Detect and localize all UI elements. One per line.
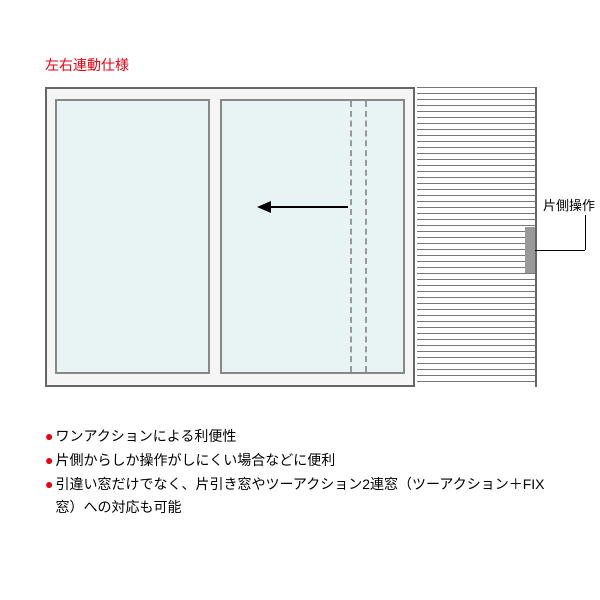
diagram-title: 左右連動仕様 <box>45 55 555 75</box>
guide-line-dashed <box>365 101 367 372</box>
feature-list: ● ワンアクションによる利便性 ● 片側からしか操作がしにくい場合などに便利 ●… <box>45 425 555 520</box>
callout-line <box>535 250 585 251</box>
callout-line <box>585 215 586 250</box>
bullet-icon: ● <box>45 473 53 497</box>
list-item-text: ワンアクションによる利便性 <box>55 425 555 449</box>
list-item: ● 片側からしか操作がしにくい場合などに便利 <box>45 449 555 473</box>
blinds-panel <box>417 87 537 387</box>
window-diagram: 片側操作 <box>45 87 555 407</box>
sliding-pane-right <box>220 99 405 374</box>
list-item-text: 片側からしか操作がしにくい場合などに便利 <box>55 449 555 473</box>
list-item: ● ワンアクションによる利便性 <box>45 425 555 449</box>
callout-label: 片側操作 <box>543 195 595 214</box>
bullet-icon: ● <box>45 449 53 473</box>
bullet-icon: ● <box>45 425 53 449</box>
control-handle <box>525 227 535 273</box>
arrow-left-icon <box>257 201 271 213</box>
list-item: ● 引違い窓だけでなく、片引き窓やツーアクション2連窓（ツーアクション＋FIX窓… <box>45 473 555 521</box>
guide-line-dashed <box>350 101 352 372</box>
arrow-shaft <box>270 206 348 208</box>
sliding-pane-left <box>55 99 210 374</box>
list-item-text: 引違い窓だけでなく、片引き窓やツーアクション2連窓（ツーアクション＋FIX窓）へ… <box>55 473 555 521</box>
